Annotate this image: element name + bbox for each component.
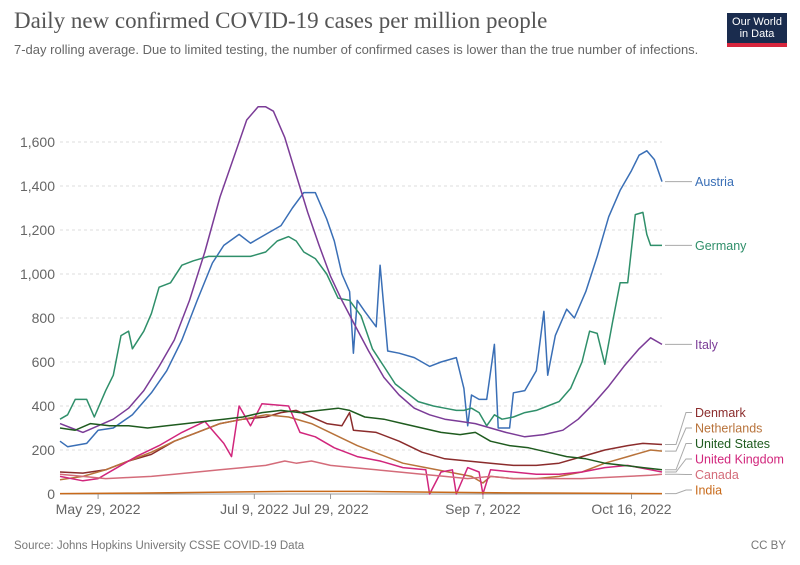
end-label-canada: Canada <box>695 468 739 482</box>
end-label-india: India <box>695 484 722 498</box>
series-line-netherlands <box>59 414 663 484</box>
source-note: Source: Johns Hopkins University CSSE CO… <box>14 540 305 552</box>
y-tick-label: 1,400 <box>20 178 55 194</box>
x-tick-label: Jul 9, 2022 <box>220 501 289 517</box>
end-label-connector-netherlands <box>665 427 692 452</box>
logo-line-1: Our World <box>732 16 782 28</box>
end-label-united-states: United States <box>695 437 770 451</box>
end-label-netherlands: Netherlands <box>695 422 762 436</box>
y-tick-label: 200 <box>32 442 56 458</box>
end-label-connector-denmark <box>665 412 692 445</box>
x-tick-label: Jul 29, 2022 <box>292 501 368 517</box>
end-label-layer: AustriaGermanyItalyDenmarkNetherlandsUni… <box>665 175 784 498</box>
series-line-italy <box>59 106 663 438</box>
end-label-denmark: Denmark <box>695 406 746 420</box>
chart-subtitle: 7-day rolling average. Due to limited te… <box>14 42 699 57</box>
series-line-united-states <box>59 407 663 471</box>
y-tick-label: 400 <box>32 398 56 414</box>
grid-layer <box>60 141 662 451</box>
y-tick-label: 1,200 <box>20 222 55 238</box>
license-link[interactable]: CC BY <box>750 540 786 552</box>
chart-title: Daily new confirmed COVID-19 cases per m… <box>14 8 548 33</box>
series-line-united-kingdom <box>59 403 663 495</box>
end-label-germany: Germany <box>695 239 747 253</box>
end-label-connector-united-states <box>665 443 692 471</box>
y-tick-label: 0 <box>47 486 55 502</box>
end-label-austria: Austria <box>695 175 734 189</box>
end-label-connector-united-kingdom <box>665 458 692 473</box>
y-tick-label: 1,000 <box>20 266 55 282</box>
logo-line-2: in Data <box>739 28 775 40</box>
x-tick-label: Oct 16, 2022 <box>591 501 671 517</box>
series-line-canada <box>59 460 663 480</box>
series-line-austria <box>59 150 663 448</box>
series-layer <box>59 106 663 495</box>
y-tick-label: 800 <box>32 310 56 326</box>
owid-logo[interactable]: Our World in Data <box>727 13 787 47</box>
series-line-india <box>59 490 663 495</box>
y-tick-label: 600 <box>32 354 56 370</box>
end-label-united-kingdom: United Kingdom <box>695 453 784 467</box>
x-tick-label: Sep 7, 2022 <box>445 501 521 517</box>
axis-layer: 0 200 400 600 800 1,000 1,200 1,400 1,600 May 29,… <box>20 134 672 517</box>
end-label-italy: Italy <box>695 338 719 352</box>
end-label-connector-india <box>665 489 692 495</box>
x-tick-label: May 29, 2022 <box>56 501 141 517</box>
series-line-denmark <box>59 409 663 474</box>
y-tick-label: 1,600 <box>20 134 55 150</box>
series-line-germany <box>59 211 662 427</box>
